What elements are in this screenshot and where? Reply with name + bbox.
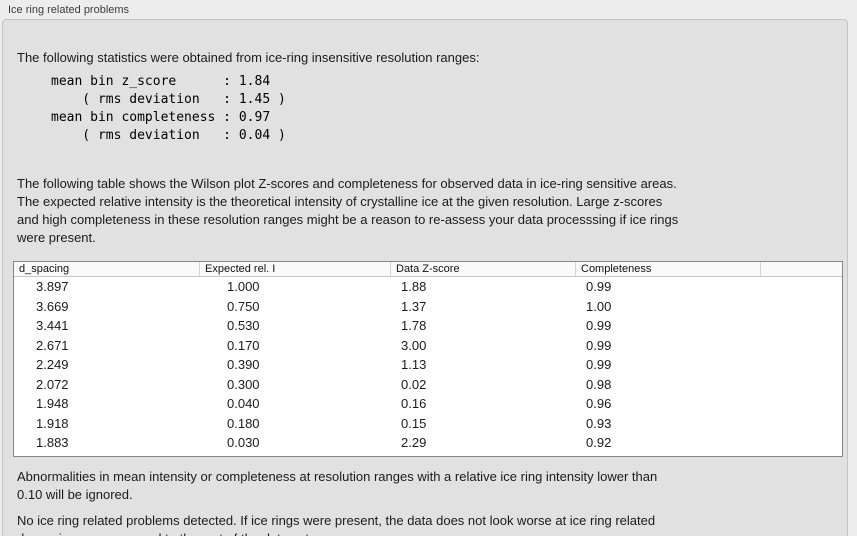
table-cell: 1.88 xyxy=(401,279,427,295)
table-row[interactable]: 3.897 1.000 1.88 0.99 xyxy=(14,277,842,297)
conclusion-text: No ice ring related problems detected. I… xyxy=(17,513,656,536)
column-header-d-spacing[interactable]: d_spacing xyxy=(14,262,200,276)
table-cell: 0.390 xyxy=(227,357,260,373)
stats-block: mean bin z_score : 1.84 ( rms deviation … xyxy=(51,74,286,143)
table-cell: 1.00 xyxy=(586,298,612,314)
table-cell: 3.00 xyxy=(401,337,427,353)
table-cell: 2.671 xyxy=(36,337,69,353)
table-body: 3.897 1.000 1.88 0.99 3.669 0.750 1.37 1.00 3.44… xyxy=(14,277,842,453)
column-header-expected-rel-i[interactable]: Expected rel. I xyxy=(200,262,391,276)
table-cell: 0.040 xyxy=(227,396,260,412)
table-row[interactable]: 2.249 0.390 1.13 0.99 xyxy=(14,355,842,375)
table-cell: 0.16 xyxy=(401,396,427,412)
column-header-data-z-score[interactable]: Data Z-score xyxy=(391,262,576,276)
table-cell: 2.249 xyxy=(36,357,69,373)
table-cell: 0.93 xyxy=(586,415,612,431)
table-cell: 1.948 xyxy=(36,396,69,412)
table-cell: 0.530 xyxy=(227,318,260,334)
table-row[interactable]: 1.948 0.040 0.16 0.96 xyxy=(14,394,842,414)
table-cell: 3.669 xyxy=(36,298,69,314)
table-cell: 0.180 xyxy=(227,415,260,431)
table-cell: 0.300 xyxy=(227,376,260,392)
table-cell: 0.96 xyxy=(586,396,612,412)
table-cell: 0.99 xyxy=(586,357,612,373)
table-cell: 3.897 xyxy=(36,279,69,295)
column-header-empty[interactable] xyxy=(761,262,842,276)
table-cell: 1.918 xyxy=(36,415,69,431)
table-header-row: d_spacing Expected rel. I Data Z-score Comp… xyxy=(14,262,842,277)
table-row[interactable]: 2.671 0.170 3.00 0.99 xyxy=(14,336,842,356)
table-cell: 0.750 xyxy=(227,298,260,314)
table-cell: 0.99 xyxy=(586,337,612,353)
table-cell: 0.170 xyxy=(227,337,260,353)
panel-title: Ice ring related problems xyxy=(8,4,130,16)
table-cell: 2.29 xyxy=(401,435,427,451)
table-description: The following table shows the Wilson plo… xyxy=(17,176,679,245)
table-cell: 0.15 xyxy=(401,415,427,431)
table-row[interactable]: 3.669 0.750 1.37 1.00 xyxy=(14,297,842,317)
ice-ring-table[interactable]: d_spacing Expected rel. I Data Z-score Comp… xyxy=(13,261,843,457)
intro-text: The following statistics were obtained f… xyxy=(17,50,480,65)
ignore-note: Abnormalities in mean intensity or compl… xyxy=(17,469,658,502)
table-row[interactable]: 1.883 0.030 2.29 0.92 xyxy=(14,433,842,453)
table-row[interactable]: 3.441 0.530 1.78 0.99 xyxy=(14,316,842,336)
table-cell: 0.98 xyxy=(586,376,612,392)
table-cell: 1.78 xyxy=(401,318,427,334)
table-cell: 3.441 xyxy=(36,318,69,334)
column-header-completeness[interactable]: Completeness xyxy=(576,262,761,276)
table-row[interactable]: 1.918 0.180 0.15 0.93 xyxy=(14,414,842,434)
table-cell: 0.99 xyxy=(586,318,612,334)
table-cell: 1.37 xyxy=(401,298,427,314)
table-cell: 0.92 xyxy=(586,435,612,451)
table-cell: 1.13 xyxy=(401,357,427,373)
table-cell: 0.02 xyxy=(401,376,427,392)
table-cell: 0.030 xyxy=(227,435,260,451)
table-cell: 1.000 xyxy=(227,279,260,295)
table-cell: 0.99 xyxy=(586,279,612,295)
table-cell: 2.072 xyxy=(36,376,69,392)
table-cell: 1.883 xyxy=(36,435,69,451)
panel-group-box: The following statistics were obtained f… xyxy=(2,19,848,536)
table-row[interactable]: 2.072 0.300 0.02 0.98 xyxy=(14,375,842,395)
